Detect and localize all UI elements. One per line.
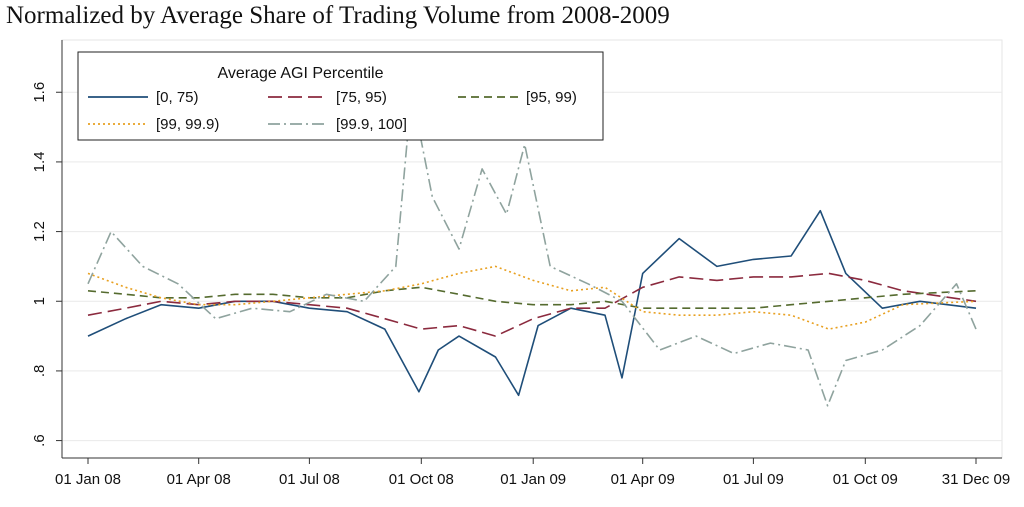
x-tick-label: 01 Jul 08 <box>279 471 340 488</box>
legend-label: [99, 99.9) <box>156 116 219 133</box>
x-tick-label: 01 Apr 08 <box>167 471 231 488</box>
series-line-4 <box>87 265 977 330</box>
x-tick-label: 01 Jan 08 <box>55 471 121 488</box>
series-line-2 <box>87 272 977 337</box>
y-tick-label: 1.4 <box>31 151 48 172</box>
legend-title: Average AGI Percentile <box>217 65 383 82</box>
legend-label: [75, 95) <box>336 89 387 106</box>
series-line-5 <box>87 91 977 407</box>
legend-label: [95, 99) <box>526 89 577 106</box>
x-tick-label: 01 Jan 09 <box>500 471 566 488</box>
x-tick-label: 31 Dec 09 <box>942 471 1010 488</box>
y-tick-label: 1.6 <box>31 82 48 103</box>
legend-label: [0, 75) <box>156 89 199 106</box>
x-tick-label: 01 Oct 09 <box>833 471 898 488</box>
x-tick-label: 01 Oct 08 <box>389 471 454 488</box>
y-tick-label: .8 <box>31 365 48 378</box>
y-tick-label: 1 <box>31 297 48 305</box>
legend-label: [99.9, 100] <box>336 116 407 133</box>
legend-box <box>77 51 604 141</box>
series-lines <box>87 91 977 407</box>
series-line-1 <box>87 209 977 397</box>
x-tick-label: 01 Apr 09 <box>611 471 675 488</box>
chart-title: Normalized by Average Share of Trading V… <box>6 2 670 29</box>
axes: .6 .8 1 1.2 1.4 1.6 01 Jan 08 01 Apr 08 01 Jul 0… <box>31 40 1010 488</box>
x-tick-label: 01 Jul 09 <box>723 471 784 488</box>
y-tick-label: 1.2 <box>31 221 48 242</box>
y-tick-label: .6 <box>31 434 48 447</box>
series-line-3 <box>87 286 977 310</box>
legend: Average AGI Percentile [0, 75) [75, 95) [95… <box>77 51 604 141</box>
